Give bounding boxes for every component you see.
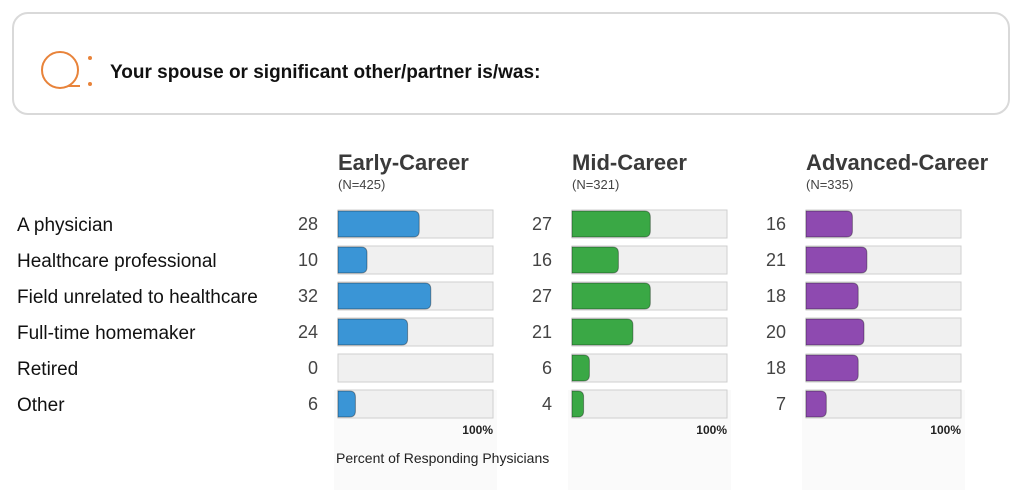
series-title: Advanced-Career xyxy=(806,150,989,175)
value-label: 0 xyxy=(308,358,318,378)
value-label: 16 xyxy=(532,250,552,270)
bar xyxy=(805,282,859,310)
bar-track xyxy=(337,389,494,419)
value-label: 21 xyxy=(532,322,552,342)
value-label: 7 xyxy=(776,394,786,414)
value-label: 28 xyxy=(298,214,318,234)
series-n-label: (N=335) xyxy=(806,177,853,192)
bar xyxy=(337,210,420,238)
axis-tick-label: 100% xyxy=(696,423,727,437)
value-label: 18 xyxy=(766,358,786,378)
value-label: 4 xyxy=(542,394,552,414)
bar-track xyxy=(805,389,962,419)
category-label: Full-time homemaker xyxy=(17,323,196,344)
category-label: Field unrelated to healthcare xyxy=(17,287,258,308)
bar xyxy=(571,210,651,238)
category-label: Other xyxy=(17,395,65,416)
question-colon-icon xyxy=(88,56,92,86)
category-label: Healthcare professional xyxy=(17,251,217,272)
value-label: 21 xyxy=(766,250,786,270)
bar xyxy=(571,318,634,346)
axis-tick-label: 100% xyxy=(462,423,493,437)
bar xyxy=(805,246,868,274)
question-text: Your spouse or significant other/partner… xyxy=(110,62,541,83)
bar xyxy=(805,390,827,418)
value-label: 6 xyxy=(308,394,318,414)
bar xyxy=(571,354,590,382)
bar xyxy=(337,390,356,418)
bar xyxy=(571,390,585,418)
bar xyxy=(337,318,409,346)
bar-track xyxy=(571,353,728,383)
value-label: 27 xyxy=(532,286,552,306)
bar-track xyxy=(337,353,494,383)
axis-tick-label: 100% xyxy=(930,423,961,437)
series-title: Early-Career xyxy=(338,150,469,175)
bar xyxy=(805,354,859,382)
x-axis-label: Percent of Responding Physicians xyxy=(336,450,549,466)
value-label: 10 xyxy=(298,250,318,270)
value-label: 20 xyxy=(766,322,786,342)
value-label: 27 xyxy=(532,214,552,234)
value-label: 16 xyxy=(766,214,786,234)
value-label: 18 xyxy=(766,286,786,306)
value-label: 24 xyxy=(298,322,318,342)
bar xyxy=(805,210,853,238)
series-n-label: (N=321) xyxy=(572,177,619,192)
bar xyxy=(571,246,619,274)
category-label: A physician xyxy=(17,215,113,236)
category-label: Retired xyxy=(17,359,78,380)
bar xyxy=(337,246,368,274)
bar-track xyxy=(571,389,728,419)
question-box: Your spouse or significant other/partner… xyxy=(12,12,1010,115)
bar xyxy=(571,282,651,310)
series-title: Mid-Career xyxy=(572,150,687,175)
value-label: 32 xyxy=(298,286,318,306)
question-q-icon xyxy=(41,51,80,89)
series-n-label: (N=425) xyxy=(338,177,385,192)
value-label: 6 xyxy=(542,358,552,378)
bar xyxy=(337,282,432,310)
bar xyxy=(805,318,865,346)
